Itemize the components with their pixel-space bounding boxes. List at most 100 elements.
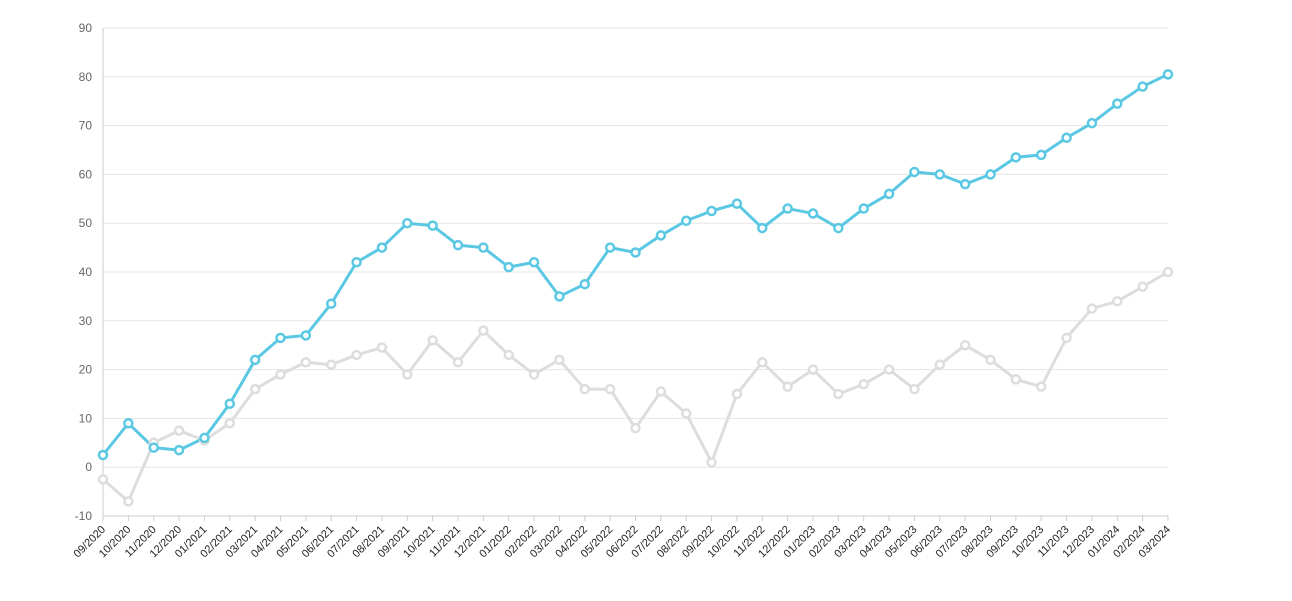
data-point[interactable] [300,357,312,368]
data-point[interactable] [503,349,514,361]
data-point[interactable] [249,354,261,366]
data-point[interactable] [782,203,793,214]
data-point[interactable] [275,332,286,344]
y-tick-label: 80 [79,70,93,84]
data-point[interactable] [97,474,109,485]
data-point[interactable] [807,208,819,219]
data-point[interactable] [528,256,540,268]
data-point[interactable] [376,342,388,353]
data-point[interactable] [97,449,109,461]
data-point[interactable] [959,178,971,190]
y-tick-label: 70 [79,119,93,133]
data-point[interactable] [757,222,768,234]
data-point[interactable] [275,369,286,380]
data-point[interactable] [402,369,413,380]
data-point[interactable] [1010,374,1022,385]
data-point[interactable] [351,256,362,268]
data-point[interactable] [883,188,895,200]
data-point[interactable] [680,215,692,227]
data-point[interactable] [452,357,464,368]
data-point[interactable] [554,291,565,302]
data-point[interactable] [173,425,185,436]
data-point[interactable] [706,457,717,468]
y-tick-label: 0 [85,460,92,474]
data-point[interactable] [1035,149,1047,161]
data-point[interactable] [528,369,540,380]
data-point[interactable] [807,364,819,375]
data-point[interactable] [757,357,768,368]
data-point[interactable] [909,166,920,178]
y-tick-label: 20 [79,363,93,377]
data-point[interactable] [1035,381,1047,392]
data-point[interactable] [224,398,236,410]
data-point[interactable] [1061,332,1072,344]
data-point[interactable] [1010,152,1022,163]
data-point[interactable] [1086,303,1098,314]
y-tick-label: 40 [79,265,93,279]
data-point[interactable] [1112,98,1123,109]
series-line-1 [101,72,1170,457]
y-tick-label: 50 [79,216,93,230]
y-axis: -10 0 10 20 30 40 50 60 70 80 90 [75,21,104,523]
data-point[interactable] [351,349,362,361]
data-point[interactable] [249,383,261,395]
data-point[interactable] [478,325,489,336]
data-point[interactable] [123,418,134,429]
y-tick-label: 90 [79,21,93,35]
data-point[interactable] [402,217,413,229]
data-point[interactable] [909,383,920,395]
data-point[interactable] [706,205,717,217]
data-point[interactable] [1086,117,1098,129]
data-point[interactable] [731,198,743,209]
data-point[interactable] [833,388,844,400]
data-point[interactable] [1061,132,1072,144]
data-point[interactable] [224,418,236,429]
data-point[interactable] [554,354,565,366]
data-point[interactable] [427,335,438,346]
data-point[interactable] [604,383,616,395]
data-point[interactable] [123,496,134,507]
data-point[interactable] [452,239,464,251]
data-point[interactable] [503,261,514,273]
data-point[interactable] [173,444,185,456]
data-point[interactable] [680,408,692,419]
data-point[interactable] [782,381,793,392]
data-point[interactable] [300,330,312,341]
data-point[interactable] [1162,266,1174,278]
data-point[interactable] [934,359,946,370]
data-point[interactable] [1162,69,1174,80]
series-lines [101,72,1170,503]
data-point[interactable] [630,422,641,434]
data-point[interactable] [478,242,489,253]
data-point[interactable] [579,383,591,395]
data-point[interactable] [858,203,869,214]
data-point[interactable] [731,388,743,400]
data-point[interactable] [934,169,946,180]
data-point[interactable] [655,386,667,397]
data-point[interactable] [1137,81,1148,92]
data-point[interactable] [985,354,996,366]
data-point[interactable] [325,298,337,309]
data-point[interactable] [630,247,641,258]
data-point[interactable] [959,339,971,351]
data-point[interactable] [883,364,895,375]
data-point[interactable] [985,169,996,180]
data-point[interactable] [148,442,159,453]
gridlines [103,27,1168,517]
data-point[interactable] [1137,281,1148,292]
data-point[interactable] [1112,296,1123,307]
y-tick-label: -10 [75,509,93,523]
data-point[interactable] [427,220,438,231]
data-point[interactable] [858,378,869,390]
data-point[interactable] [655,230,667,241]
series-points [97,69,1174,507]
data-point[interactable] [833,222,844,234]
data-point[interactable] [325,359,337,370]
data-point[interactable] [376,242,388,253]
x-axis: 09/202010/202011/202012/202001/202102/20… [72,516,1173,560]
data-point[interactable] [604,242,616,253]
data-point[interactable] [579,278,591,290]
data-point[interactable] [199,432,210,444]
y-tick-label: 30 [79,314,93,328]
